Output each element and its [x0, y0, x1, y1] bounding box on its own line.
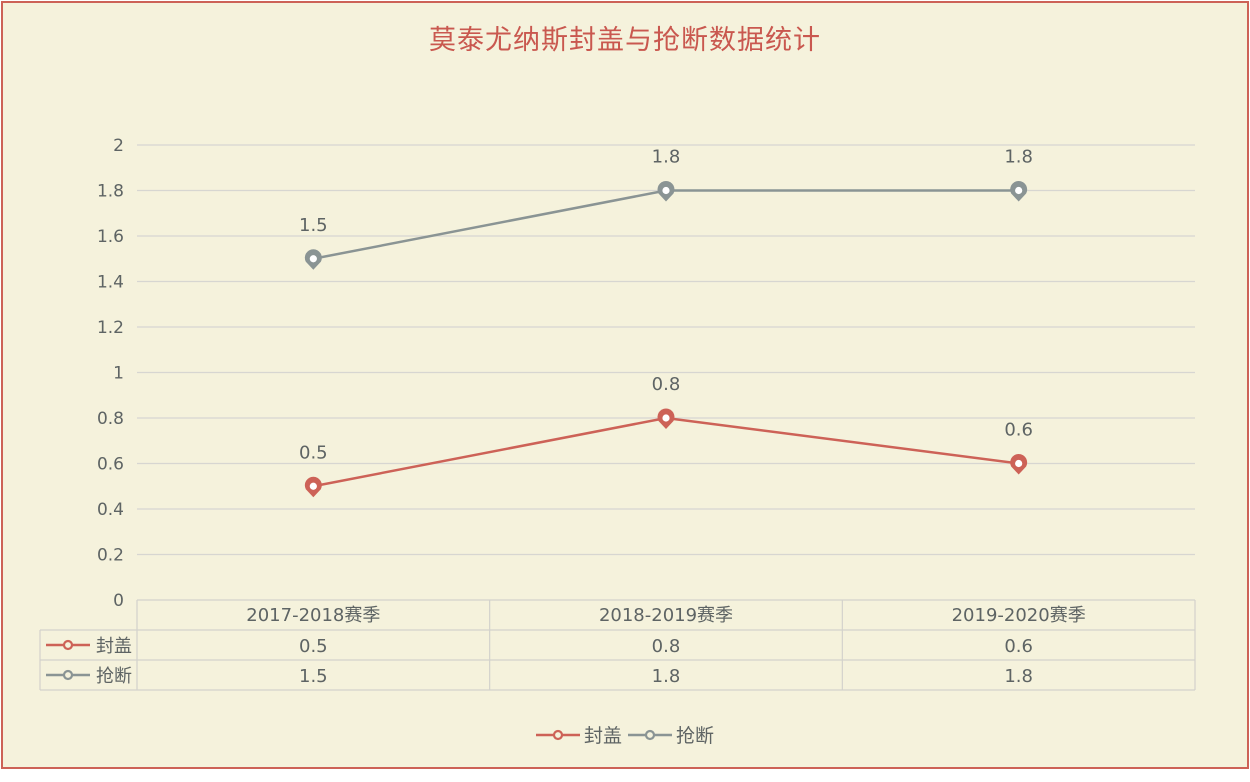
data-point-center: [309, 255, 317, 263]
table-cell-value: 0.6: [1004, 636, 1033, 657]
y-tick-label: 0: [113, 591, 124, 611]
y-tick-label: 1.8: [97, 182, 124, 202]
table-cell-value: 1.5: [299, 666, 328, 687]
data-point-center: [1015, 459, 1023, 468]
data-label: 0.5: [299, 442, 328, 463]
y-tick-label: 0.2: [97, 546, 124, 566]
table-cell-value: 1.8: [1004, 666, 1033, 687]
legend-marker-icon: [644, 729, 656, 741]
data-point-center: [662, 414, 670, 422]
y-tick-label: 0.6: [97, 455, 124, 475]
data-point-center: [1015, 186, 1023, 195]
y-tick-label: 1.6: [97, 227, 124, 247]
legend-key: [536, 729, 580, 741]
x-category-label: 2018-2019赛季: [599, 605, 733, 626]
legend-marker-icon: [552, 729, 564, 741]
y-tick-label: 2: [113, 136, 124, 156]
table-legend-key: [46, 639, 90, 651]
data-label: 0.8: [652, 374, 681, 395]
data-point-center: [309, 482, 317, 490]
legend-marker-icon: [62, 639, 74, 651]
legend-marker-icon: [62, 669, 74, 681]
table-cell-value: 1.8: [652, 666, 681, 687]
data-label: 1.8: [652, 147, 681, 168]
x-category-label: 2019-2020赛季: [952, 605, 1086, 626]
data-label: 0.6: [1004, 420, 1033, 441]
y-tick-label: 0.4: [97, 500, 124, 520]
y-tick-label: 1.2: [97, 318, 124, 338]
chart-title: 莫泰尤纳斯封盖与抢断数据统计: [429, 25, 821, 56]
y-tick-label: 1.4: [97, 273, 124, 293]
legend-key: [628, 729, 672, 741]
table-cell-value: 0.8: [652, 636, 681, 657]
legend-label: 封盖: [584, 725, 622, 747]
table-legend-key: [46, 669, 90, 681]
data-label: 1.5: [299, 215, 328, 236]
table-series-name: 抢断: [96, 666, 132, 687]
y-tick-label: 0.8: [97, 409, 124, 429]
table-series-name: 封盖: [96, 636, 132, 657]
table-cell-value: 0.5: [299, 636, 328, 657]
legend-label: 抢断: [676, 725, 714, 747]
x-category-label: 2017-2018赛季: [246, 605, 380, 626]
data-point-center: [662, 186, 670, 195]
data-label: 1.8: [1004, 147, 1033, 168]
y-tick-label: 1: [113, 364, 124, 384]
